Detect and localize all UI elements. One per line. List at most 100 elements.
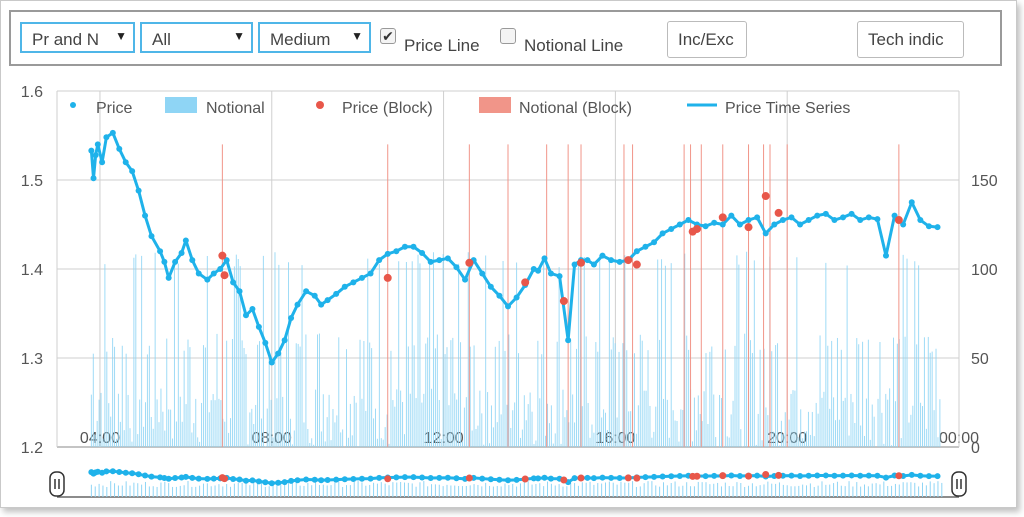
y-right-tick-label: 0 — [971, 440, 980, 457]
navigator-block-point — [221, 475, 229, 483]
price-point — [900, 221, 907, 228]
price-point — [249, 306, 256, 313]
navigator-block-point — [693, 472, 701, 480]
tech-indicators-button[interactable]: Tech indic — [857, 21, 964, 58]
price-point — [584, 257, 591, 264]
navigator-price-point — [419, 474, 426, 481]
price-point — [281, 337, 288, 344]
y-left-tick-label: 1.2 — [21, 440, 43, 457]
price-point — [848, 210, 855, 217]
price-point — [384, 250, 391, 257]
navigator-price-point — [882, 474, 889, 481]
price-point — [685, 217, 692, 224]
navigator-price-point — [513, 476, 520, 483]
price-point — [116, 145, 123, 152]
price-point — [367, 270, 374, 277]
price-line-checkbox[interactable]: ✔ — [380, 28, 396, 44]
price-point — [651, 239, 658, 246]
y-left-tick-label: 1.5 — [21, 173, 43, 190]
navigator-price-point — [676, 473, 683, 479]
price-point — [103, 134, 110, 141]
navigator-price-point — [333, 476, 340, 483]
navigator-right-handle[interactable] — [951, 471, 967, 497]
navigator-price-point — [311, 476, 318, 483]
navigator-block-point — [762, 471, 770, 479]
navigator-price-point — [865, 472, 872, 479]
navigator-price-point — [659, 473, 666, 480]
price-point — [427, 258, 434, 265]
price-block-point — [559, 297, 568, 306]
price-point — [148, 233, 155, 240]
price-point — [505, 303, 511, 310]
price-point — [311, 292, 318, 299]
size-select-value: Medium — [270, 30, 331, 49]
y-right-tick-label: 100 — [971, 262, 998, 279]
price-point — [462, 276, 469, 283]
price-point — [616, 258, 623, 265]
price-point — [268, 359, 275, 366]
navigator-price-point — [436, 474, 443, 481]
chevron-down-icon: ▼ — [351, 29, 363, 43]
price-point — [487, 283, 494, 290]
navigator-price-point — [505, 477, 511, 484]
navigator-price-point — [541, 474, 548, 481]
price-point — [393, 248, 400, 255]
navigator-price-point — [651, 473, 658, 480]
navigator-price-point — [135, 471, 142, 478]
size-select[interactable]: Medium ▼ — [258, 22, 371, 53]
chart-panel: Pr and N ▼ All ▼ Medium ▼ ✔ Price Line N… — [0, 0, 1017, 508]
series-select[interactable]: Pr and N ▼ — [20, 22, 135, 53]
navigator-block-point — [577, 474, 585, 482]
price-point — [178, 249, 185, 256]
navigator-price-point — [195, 475, 202, 482]
price-block-point — [465, 258, 474, 267]
navigator-block-point — [384, 475, 392, 483]
navigator-price-point — [874, 472, 881, 479]
navigator-price-point — [393, 474, 400, 481]
navigator-price-point — [268, 480, 275, 487]
price-point — [318, 301, 325, 308]
navigator-price-point — [275, 479, 282, 486]
price-point — [599, 252, 606, 259]
price-point — [547, 270, 554, 277]
price-point — [401, 243, 408, 250]
navigator-price-point — [182, 473, 189, 480]
price-point — [565, 337, 572, 344]
navigator-price-point — [590, 475, 597, 482]
navigator-price-point — [728, 472, 735, 479]
filter-select[interactable]: All ▼ — [140, 22, 253, 53]
navigator-price-point — [427, 474, 434, 481]
price-point — [90, 175, 97, 182]
inc-exc-button[interactable]: Inc/Exc — [667, 21, 747, 58]
price-point — [161, 258, 168, 265]
price-point — [805, 217, 812, 224]
price-point — [94, 141, 101, 148]
navigator-block-point — [465, 474, 473, 482]
price-point — [223, 257, 230, 264]
y-right-tick-label: 150 — [971, 173, 998, 190]
price-block-point — [632, 260, 641, 269]
navigator-block-point — [895, 472, 903, 480]
navigator-left-handle[interactable] — [49, 471, 65, 497]
navigator-price-point — [814, 472, 821, 479]
price-time-series-line — [89, 131, 938, 364]
legend-block-marker — [316, 101, 324, 109]
navigator-price-point — [242, 477, 249, 484]
price-point — [745, 217, 752, 224]
price-block-point — [220, 271, 229, 280]
navigator-price-point — [249, 477, 256, 484]
navigator-price-point — [702, 473, 709, 480]
navigator-price-point — [204, 475, 211, 482]
legend-notional-marker — [165, 97, 197, 113]
price-point — [633, 248, 640, 255]
legend-notional-block-marker — [479, 97, 511, 113]
price-point — [135, 187, 142, 194]
price-point — [934, 224, 941, 231]
price-point — [917, 217, 924, 224]
price-point — [453, 264, 460, 271]
navigator-price-point — [822, 472, 829, 479]
price-block-point — [774, 208, 783, 217]
price-point — [797, 221, 804, 228]
price-point — [122, 159, 129, 166]
notional-line-checkbox[interactable] — [500, 28, 516, 44]
